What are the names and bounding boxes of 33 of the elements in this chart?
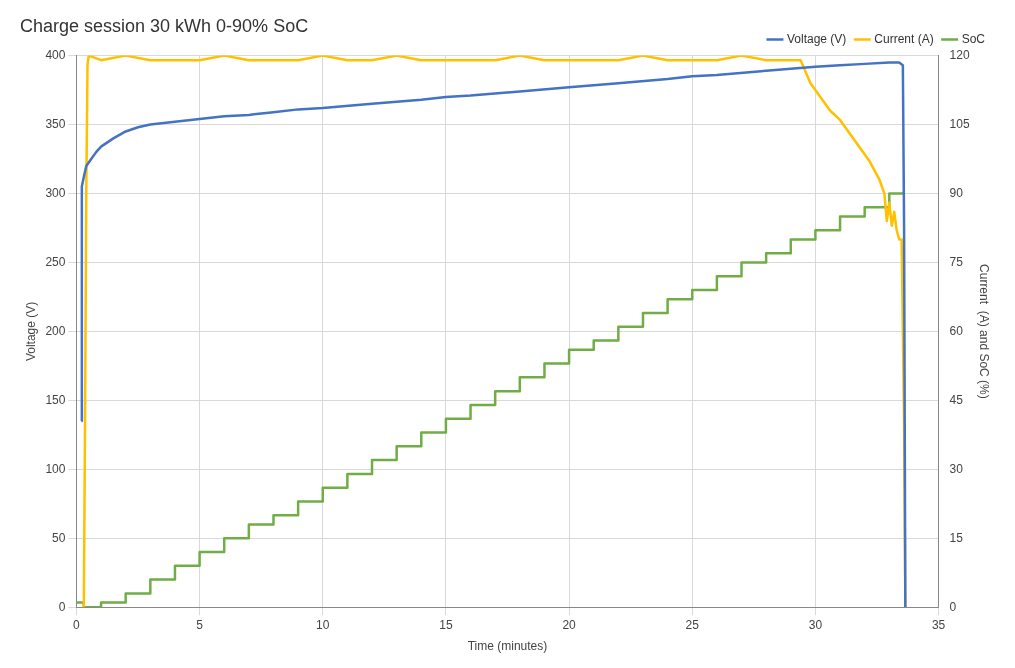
y-tick-label: 150 xyxy=(45,392,66,407)
y2-tick-label: 0 xyxy=(949,599,957,614)
y-axis-title: Voltage (V) xyxy=(23,301,38,362)
y-tick-label: 350 xyxy=(45,116,66,131)
y-tick-label: 200 xyxy=(45,323,66,338)
x-tick-label: 15 xyxy=(439,617,453,632)
y-tick-label: 50 xyxy=(52,530,66,545)
y-tick-label: 400 xyxy=(45,47,66,62)
x-tick-label: 0 xyxy=(73,617,81,632)
legend-label: Current (A) xyxy=(874,31,934,46)
y2-axis-title: Current (A) and SoC (%) xyxy=(977,264,992,399)
x-tick-label: 30 xyxy=(808,617,823,632)
y2-tick-label: 75 xyxy=(949,254,964,269)
y2-tick-label: 105 xyxy=(949,116,970,131)
x-tick-label: 10 xyxy=(316,617,330,632)
y2-tick-label: 30 xyxy=(949,461,964,476)
legend-label: SoC xyxy=(961,31,986,46)
y2-tick-label: 120 xyxy=(949,47,970,62)
y-tick-label: 100 xyxy=(45,461,66,476)
y2-tick-label: 15 xyxy=(949,530,964,545)
chart-title: Charge session 30 kWh 0-90% SoC xyxy=(20,15,309,36)
y-tick-label: 0 xyxy=(58,599,66,614)
x-tick-label: 5 xyxy=(196,617,204,632)
x-tick-label: 25 xyxy=(685,617,700,632)
x-axis-title: Time (minutes) xyxy=(467,639,548,654)
y2-tick-label: 45 xyxy=(949,392,964,407)
x-tick-label: 20 xyxy=(562,617,577,632)
y2-tick-label: 60 xyxy=(949,323,964,338)
y2-tick-label: 90 xyxy=(949,185,964,200)
y-tick-label: 250 xyxy=(45,254,66,269)
y-tick-label: 300 xyxy=(45,185,66,200)
legend-label: Voltage (V) xyxy=(786,31,847,46)
x-tick-label: 35 xyxy=(931,617,946,632)
